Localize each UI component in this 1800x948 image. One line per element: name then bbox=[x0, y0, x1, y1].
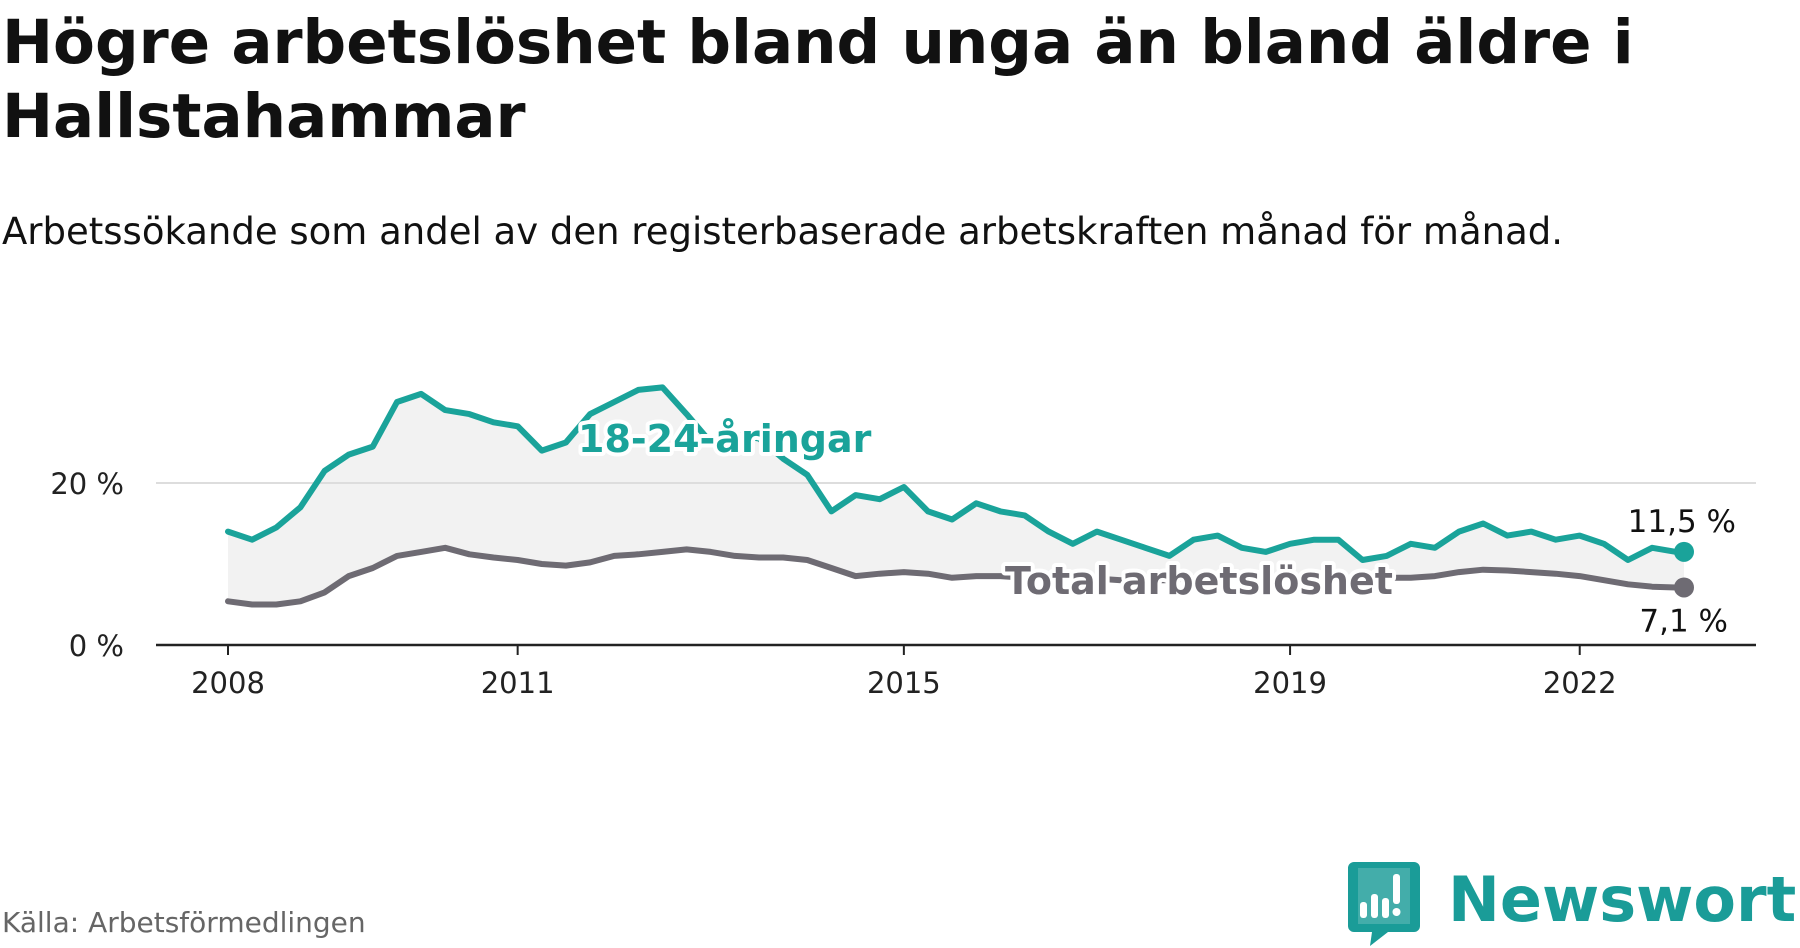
series-end-point-youth bbox=[1674, 541, 1694, 562]
end-value-label-total: 7,1 % bbox=[1639, 603, 1728, 639]
series-end-point-total bbox=[1674, 577, 1694, 598]
series-line-youth bbox=[225, 384, 1687, 563]
series-label-youth: 18-24-åringar bbox=[578, 417, 872, 461]
y-tick-label: 20 % bbox=[50, 467, 124, 501]
range-band bbox=[228, 387, 1684, 605]
range-band-area bbox=[228, 387, 1684, 605]
gridlines: 0 % 20 % bbox=[50, 467, 1756, 663]
x-tick-label: 2022 bbox=[1543, 666, 1617, 700]
series-line-total bbox=[225, 544, 1687, 608]
x-tick-label: 2019 bbox=[1253, 666, 1327, 700]
chart-title: Högre arbetslöshet bland unga än bland ä… bbox=[2, 7, 1634, 152]
end-value-label-youth: 11,5 % bbox=[1628, 504, 1736, 540]
series-label-total: Total arbetslöshet bbox=[1005, 559, 1393, 603]
series-lines bbox=[225, 384, 1694, 608]
x-axis: 2008 2011 2015 2019 2022 bbox=[156, 643, 1756, 700]
logo-text: Newsworthy bbox=[1448, 863, 1800, 936]
newsworthy-logo-icon bbox=[1348, 862, 1420, 946]
y-tick-label: 0 % bbox=[69, 629, 124, 663]
newsworthy-logo: Newsworthy bbox=[1348, 860, 1800, 948]
x-tick-label: 2015 bbox=[867, 666, 941, 700]
series-labels: 18-24-åringar Total arbetslöshet 11,5 % 7,1… bbox=[574, 413, 1736, 639]
x-tick-label: 2011 bbox=[481, 666, 555, 700]
x-tick-label: 2008 bbox=[191, 666, 265, 700]
chart-subtitle: Arbetssökande som andel av den registerb… bbox=[2, 210, 1563, 253]
source-note: Källa: Arbetsförmedlingen bbox=[2, 906, 366, 939]
